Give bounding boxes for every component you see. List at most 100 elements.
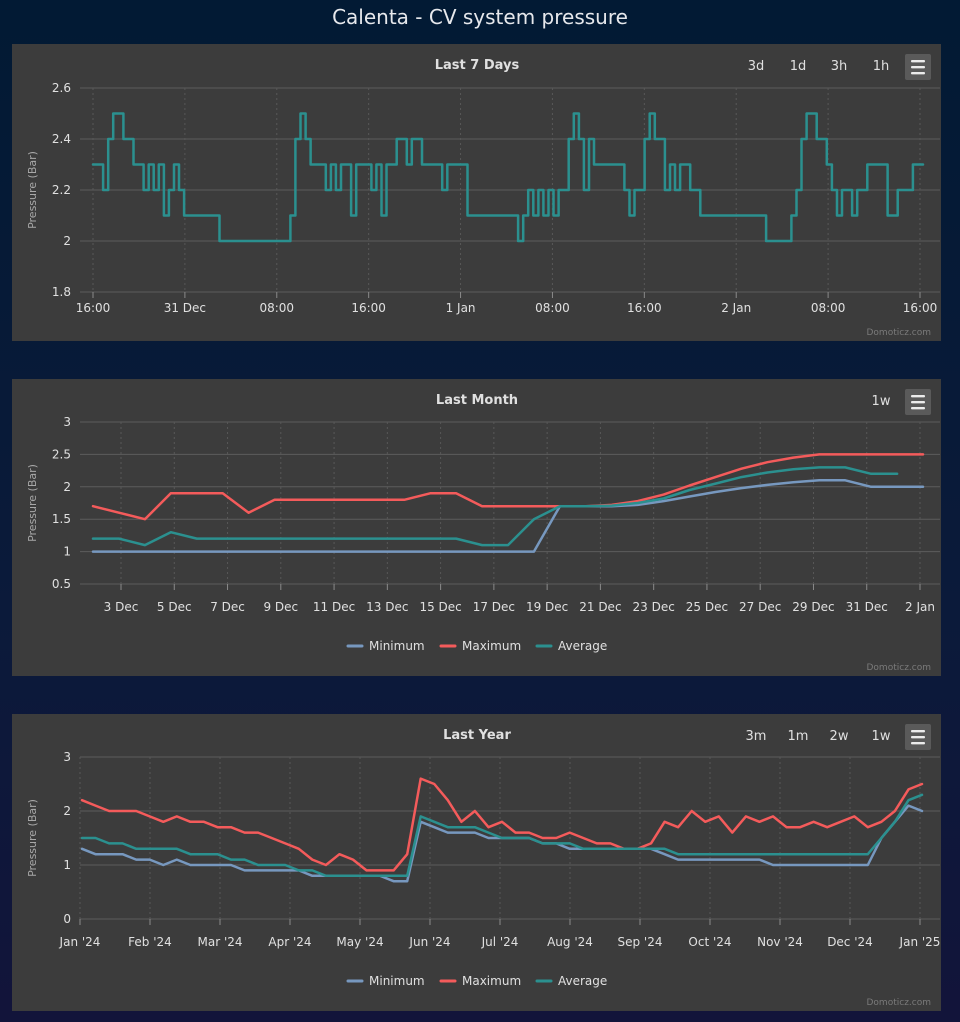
x-tick-label: 31 Dec (164, 301, 206, 315)
x-tick-label: Apr '24 (268, 935, 311, 949)
y-tick-label: 2.5 (52, 447, 71, 461)
y-tick-label: 2 (63, 804, 71, 818)
x-tick-label: Oct '24 (688, 935, 731, 949)
chart-last-year: 3 2 1 0 Jan '24 Feb '24 Mar '24 Apr '24 May '24 J… (26, 724, 941, 1008)
credits-link[interactable]: Domoticz.com (867, 663, 932, 673)
y-tick-label: 0.5 (52, 577, 71, 591)
chart-panel-last-month: 3 2.5 2 1.5 1 0.5 3 Dec 5 Dec 7 Dec 9 Dec 11 Dec 13… (12, 379, 941, 676)
y-tick-label: 1 (63, 545, 71, 559)
series-line-minimum[interactable] (80, 804, 924, 883)
y-tick-label: 2.4 (52, 132, 71, 146)
zoom-button-1h[interactable]: 1h (873, 59, 890, 74)
x-tick-label: 08:00 (259, 301, 294, 315)
credits-link[interactable]: Domoticz.com (867, 328, 932, 338)
chart-title: Last Month (436, 393, 518, 408)
legend-item-average[interactable]: Average (535, 639, 607, 653)
series-line-minimum[interactable] (91, 479, 925, 553)
zoom-button-3m[interactable]: 3m (746, 729, 767, 744)
x-tick-label: Aug '24 (547, 935, 593, 949)
series-line-maximum[interactable] (80, 777, 924, 872)
x-tick-label: 17 Dec (473, 600, 515, 614)
x-tick-label: 23 Dec (633, 600, 675, 614)
x-tick-label: 08:00 (811, 301, 846, 315)
x-tick-label: 16:00 (351, 301, 386, 315)
x-tick-label: 31 Dec (846, 600, 888, 614)
series-line-average[interactable] (91, 466, 899, 547)
y-axis-title: Pressure (Bar) (26, 464, 39, 542)
legend-item-minimum[interactable]: Minimum (346, 639, 425, 653)
legend-label: Average (558, 639, 607, 653)
x-tick-label: 27 Dec (739, 600, 781, 614)
zoom-button-1m[interactable]: 1m (788, 729, 809, 744)
chart-panel-last-year: 3 2 1 0 Jan '24 Feb '24 Mar '24 Apr '24 May '24 J… (12, 714, 941, 1011)
x-tick-label: 15 Dec (419, 600, 461, 614)
series-line-average[interactable] (80, 793, 924, 878)
y-axis-title: Pressure (Bar) (26, 799, 39, 877)
x-tick-label: 13 Dec (366, 600, 408, 614)
x-tick-label: 7 Dec (210, 600, 245, 614)
legend-item-maximum[interactable]: Maximum (439, 639, 521, 653)
legend-label: Minimum (369, 639, 425, 653)
x-tick-label: 16:00 (627, 301, 662, 315)
y-tick-label: 3 (63, 750, 71, 764)
chart-title: Last Year (443, 728, 511, 743)
zoom-button-3h[interactable]: 3h (831, 59, 848, 74)
y-tick-label: 0 (63, 912, 71, 926)
y-tick-label: 1.5 (52, 512, 71, 526)
x-tick-label: 3 Dec (104, 600, 139, 614)
legend-item-minimum[interactable]: Minimum (346, 974, 425, 988)
x-tick-label: Jan '25 (899, 935, 941, 949)
x-tick-label: Sep '24 (618, 935, 663, 949)
y-axis-title: Pressure (Bar) (26, 151, 39, 229)
x-tick-label: 29 Dec (792, 600, 834, 614)
zoom-button-1d[interactable]: 1d (790, 59, 807, 74)
chart-last-7-days: 2.6 2.4 2.2 2 1.8 16:00 31 Dec 08:00 16:00 1 Jan 0… (26, 54, 940, 338)
zoom-button-1w[interactable]: 1w (872, 394, 891, 409)
hamburger-menu-icon[interactable] (905, 54, 931, 80)
x-tick-label: Mar '24 (197, 935, 242, 949)
x-tick-label: Nov '24 (757, 935, 803, 949)
x-tick-label: Jun '24 (408, 935, 450, 949)
chart-title: Last 7 Days (435, 58, 520, 73)
x-tick-label: Jul '24 (481, 935, 519, 949)
x-tick-label: 2 Jan (905, 600, 935, 614)
y-tick-label: 3 (63, 415, 71, 429)
hamburger-menu-icon[interactable] (905, 389, 931, 415)
x-tick-label: 16:00 (903, 301, 938, 315)
x-tick-label: 11 Dec (313, 600, 355, 614)
x-tick-label: Jan '24 (59, 935, 101, 949)
zoom-button-2w[interactable]: 2w (830, 729, 849, 744)
series-line-pressure[interactable] (91, 112, 925, 243)
y-tick-label: 2 (63, 480, 71, 494)
legend-label: Minimum (369, 974, 425, 988)
x-tick-label: 9 Dec (263, 600, 298, 614)
x-tick-label: Dec '24 (827, 935, 873, 949)
series-line-maximum[interactable] (91, 453, 925, 521)
hamburger-menu-icon[interactable] (905, 724, 931, 750)
x-tick-label: 21 Dec (579, 600, 621, 614)
legend-item-average[interactable]: Average (535, 974, 607, 988)
page-title: Calenta - CV system pressure (332, 5, 628, 29)
x-tick-label: 5 Dec (157, 600, 192, 614)
credits-link[interactable]: Domoticz.com (867, 998, 932, 1008)
y-tick-label: 2.2 (52, 183, 71, 197)
legend-label: Maximum (462, 974, 521, 988)
y-tick-label: 2.6 (52, 81, 71, 95)
x-tick-label: 19 Dec (526, 600, 568, 614)
zoom-button-1w[interactable]: 1w (872, 729, 891, 744)
x-tick-label: 08:00 (535, 301, 570, 315)
legend-label: Maximum (462, 639, 521, 653)
x-tick-label: 1 Jan (446, 301, 476, 315)
x-tick-label: 25 Dec (686, 600, 728, 614)
x-tick-label: Feb '24 (128, 935, 172, 949)
x-tick-label: 2 Jan (721, 301, 751, 315)
y-tick-label: 2 (63, 234, 71, 248)
chart-panel-last-7-days: 2.6 2.4 2.2 2 1.8 16:00 31 Dec 08:00 16:00 1 Jan 0… (12, 44, 941, 341)
x-tick-label: May '24 (336, 935, 383, 949)
zoom-button-3d[interactable]: 3d (748, 59, 765, 74)
chart-last-month: 3 2.5 2 1.5 1 0.5 3 Dec 5 Dec 7 Dec 9 Dec 11 Dec 13… (26, 389, 940, 673)
x-tick-label: 16:00 (76, 301, 111, 315)
y-tick-label: 1.8 (52, 285, 71, 299)
legend-item-maximum[interactable]: Maximum (439, 974, 521, 988)
y-tick-label: 1 (63, 858, 71, 872)
